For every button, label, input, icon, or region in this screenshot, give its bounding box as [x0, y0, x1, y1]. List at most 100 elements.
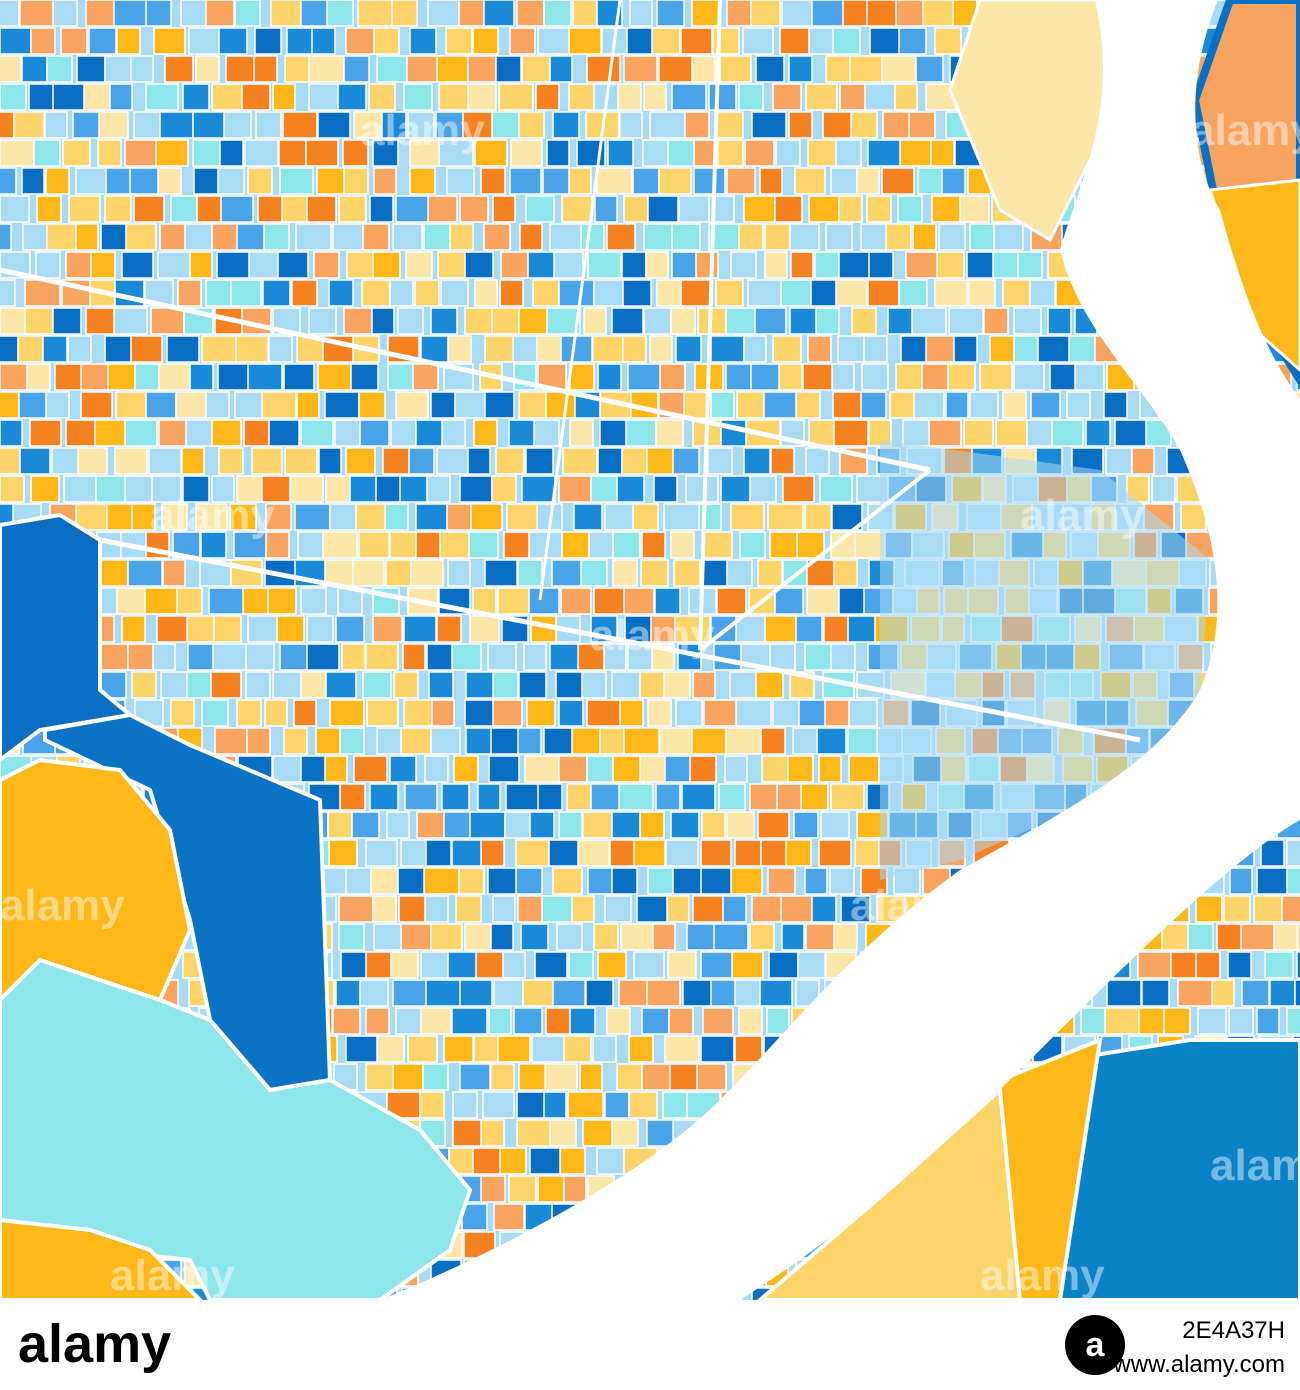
block [0, 0, 20, 27]
block [696, 1063, 727, 1091]
block [795, 979, 820, 1007]
block [632, 503, 659, 531]
block [201, 335, 238, 363]
block [343, 55, 370, 83]
block [734, 1035, 763, 1063]
block [545, 391, 578, 419]
block [596, 167, 633, 195]
block [368, 83, 396, 111]
block [459, 979, 493, 1007]
badge [1065, 1315, 1125, 1375]
block [1286, 1007, 1300, 1035]
block [0, 391, 22, 419]
block [305, 139, 339, 167]
block [484, 559, 518, 587]
block [283, 363, 315, 391]
block [218, 27, 248, 55]
block [856, 167, 880, 195]
block [1273, 923, 1298, 951]
block [447, 559, 471, 587]
block [430, 307, 458, 335]
block [604, 1091, 630, 1119]
badge-letter: a [1086, 1326, 1106, 1364]
block [619, 699, 644, 727]
block [655, 783, 681, 811]
block [391, 0, 418, 27]
watermark: alamy [1020, 491, 1145, 540]
block [552, 867, 583, 895]
block [559, 1147, 586, 1175]
block [116, 27, 141, 55]
block [159, 111, 194, 139]
block [866, 0, 898, 27]
block [934, 27, 962, 55]
block [492, 195, 516, 223]
block [757, 811, 790, 839]
block [182, 83, 210, 111]
block [205, 391, 230, 419]
block [1240, 923, 1276, 951]
block [781, 0, 814, 27]
block [409, 167, 436, 195]
block [296, 391, 320, 419]
block [778, 363, 803, 391]
block [681, 783, 716, 811]
block [42, 335, 68, 363]
block [520, 923, 549, 951]
block [581, 671, 607, 699]
block [425, 979, 462, 1007]
block [268, 419, 300, 447]
block [804, 503, 832, 531]
block [22, 223, 51, 251]
block [535, 83, 560, 111]
block [593, 587, 630, 615]
block [372, 251, 401, 279]
block [451, 839, 483, 867]
block [100, 223, 129, 251]
block [0, 111, 15, 139]
block [100, 559, 129, 587]
block [760, 839, 788, 867]
block [818, 755, 842, 783]
block [109, 83, 133, 111]
block [465, 727, 495, 755]
block [505, 783, 540, 811]
block [234, 0, 261, 27]
block [98, 111, 129, 139]
block [483, 223, 511, 251]
block [1256, 867, 1289, 895]
block [467, 447, 491, 475]
block [477, 783, 501, 811]
block [121, 615, 146, 643]
block [558, 755, 588, 783]
block [19, 0, 56, 27]
block [606, 223, 636, 251]
block [697, 307, 728, 335]
block [389, 531, 420, 559]
block [1195, 951, 1221, 979]
block [115, 391, 150, 419]
block [186, 615, 218, 643]
block [529, 1147, 566, 1175]
block [325, 671, 357, 699]
block [597, 363, 622, 391]
block [145, 83, 179, 111]
block [701, 811, 726, 839]
block [342, 139, 369, 167]
block [833, 419, 869, 447]
block [157, 167, 182, 195]
block [789, 223, 820, 251]
block [291, 279, 318, 307]
block [0, 335, 19, 363]
block [152, 643, 176, 671]
block [359, 419, 390, 447]
block [75, 223, 99, 251]
block [62, 139, 91, 167]
block [345, 27, 378, 55]
block [749, 783, 781, 811]
block [671, 223, 701, 251]
block [800, 783, 829, 811]
block [912, 223, 937, 251]
block [1105, 447, 1133, 475]
